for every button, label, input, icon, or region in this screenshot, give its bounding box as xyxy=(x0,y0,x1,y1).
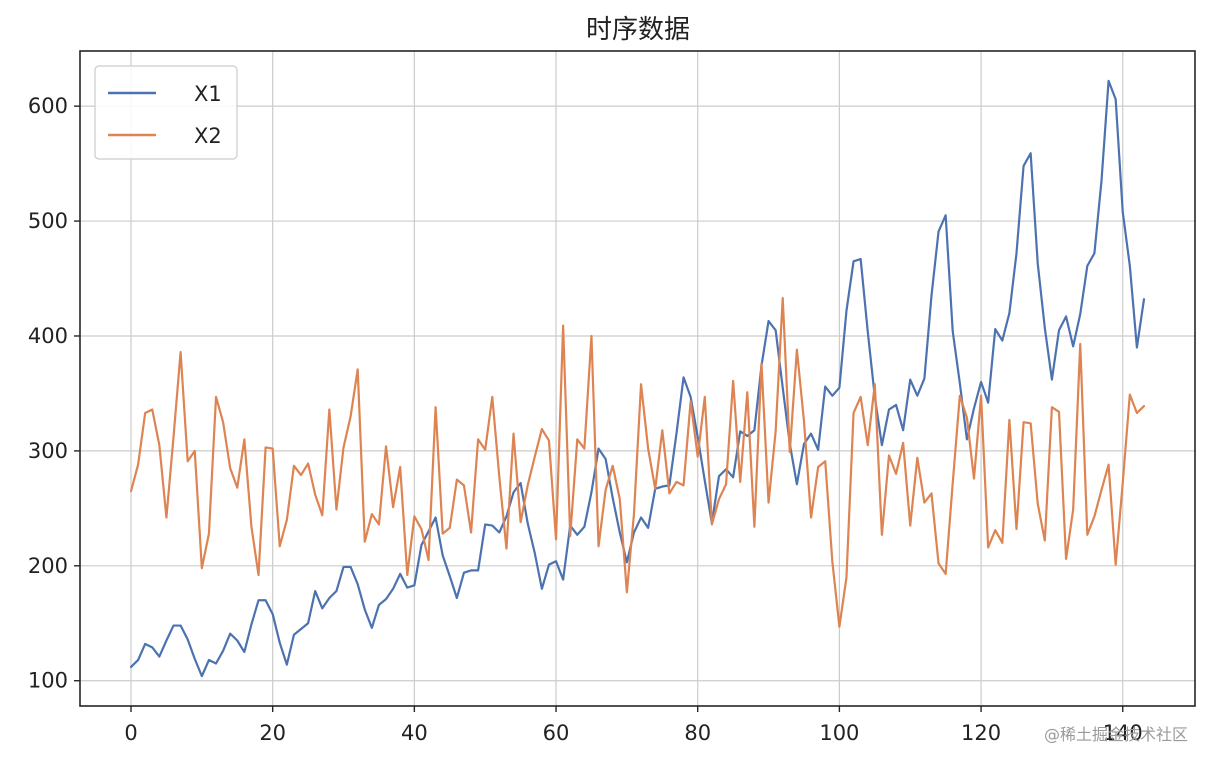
y-tick-label: 200 xyxy=(28,554,68,578)
series-lines xyxy=(129,79,1146,678)
x-tick-label: 100 xyxy=(819,721,859,745)
legend: X1 X2 xyxy=(94,65,238,160)
legend-label-x1: X1 xyxy=(194,82,222,106)
chart-title: 时序数据 xyxy=(586,15,690,45)
series-line-x1 xyxy=(129,79,1146,678)
legend-label-x2: X2 xyxy=(194,124,222,148)
x-tick-label: 20 xyxy=(259,721,286,745)
plot-frame xyxy=(79,50,1196,707)
y-tick-label: 300 xyxy=(28,439,68,463)
x-tick-label: 60 xyxy=(543,721,570,745)
series-line-x2 xyxy=(129,296,1146,628)
x-tick-label: 80 xyxy=(684,721,711,745)
watermark: @稀土掘金技术社区 xyxy=(1044,725,1188,744)
x-tick-label: 40 xyxy=(401,721,428,745)
x-tick-label: 120 xyxy=(961,721,1001,745)
x-tick-label: 0 xyxy=(124,721,137,745)
axis-ticks: 0 20 40 60 80 100 120 140 100 200 300 400 500 600 xyxy=(28,94,1143,745)
y-tick-label: 400 xyxy=(28,324,68,348)
y-tick-label: 100 xyxy=(28,669,68,693)
y-tick-label: 500 xyxy=(28,209,68,233)
y-tick-label: 600 xyxy=(28,94,68,118)
x-tick-label: 140 xyxy=(1103,721,1143,745)
